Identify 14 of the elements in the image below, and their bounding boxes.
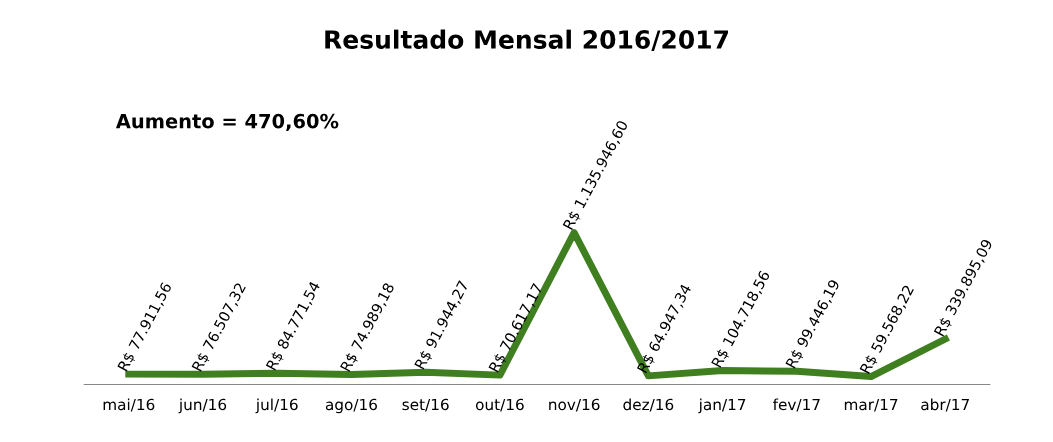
x-tick-label: abr/17 xyxy=(921,398,969,412)
chart-title: Resultado Mensal 2016/2017 xyxy=(325,29,729,51)
x-tick-label: ago/16 xyxy=(325,398,377,414)
x-tick-label: set/16 xyxy=(402,398,449,412)
x-tick-label: mai/16 xyxy=(103,398,155,412)
x-tick-label: jan/17 xyxy=(698,398,746,414)
x-tick-label: nov/16 xyxy=(549,398,600,412)
x-tick-label: dez/16 xyxy=(623,398,674,412)
x-tick-label: mar/17 xyxy=(844,398,898,412)
x-tick-label: fev/17 xyxy=(772,398,820,412)
x-tick-label: jul/16 xyxy=(255,398,298,414)
x-tick-label: jun/16 xyxy=(178,398,227,414)
x-tick-label: out/16 xyxy=(475,398,524,412)
text: Aumento = 470,60% xyxy=(115,113,339,131)
